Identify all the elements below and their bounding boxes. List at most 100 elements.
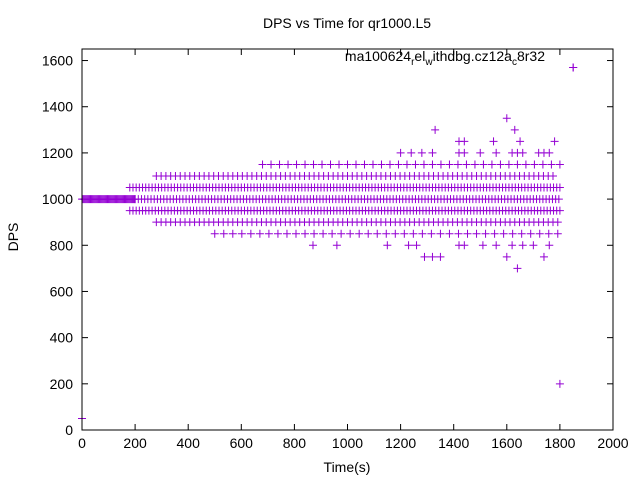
data-point [555,160,564,169]
data-point [309,160,318,169]
data-point [436,252,445,261]
data-point [521,160,530,169]
data-point [404,241,413,250]
data-point [335,160,344,169]
data-point [499,229,508,238]
data-point [538,160,547,169]
data-point [267,160,276,169]
data-point [301,229,310,238]
y-tick-label: 1400 [42,99,73,115]
data-point [310,229,319,238]
data-point [544,229,553,238]
data-point [210,229,219,238]
data-point [255,229,264,238]
data-point [328,229,337,238]
data-point [476,148,485,157]
data-point [409,229,418,238]
data-points [78,63,578,423]
x-tick-label: 800 [283,435,307,451]
x-tick-label: 400 [177,435,201,451]
y-tick-label: 400 [50,330,74,346]
data-point [445,160,454,169]
x-axis-label: Time(s) [324,459,371,475]
data-point [228,229,237,238]
data-point [530,160,539,169]
data-point [518,148,527,157]
data-point [301,160,310,169]
data-point [428,160,437,169]
data-point [553,229,562,238]
data-point [502,114,511,123]
data-point [308,241,317,250]
data-point [492,148,501,157]
data-point [460,137,469,146]
data-point [490,229,499,238]
data-point [517,229,526,238]
data-point [326,160,335,169]
data-point [516,137,525,146]
data-point [508,229,517,238]
legend: ma100624relwithdbg.cz12ac8r32 [345,48,545,68]
data-point [284,160,293,169]
data-point [407,148,416,157]
data-point [487,160,496,169]
data-point [411,160,420,169]
data-point [545,241,554,250]
data-point [478,241,487,250]
y-tick-label: 200 [50,376,74,392]
data-point [535,229,544,238]
x-tick-label: 2000 [597,435,628,451]
data-point [431,125,440,134]
data-point [382,229,391,238]
data-point [396,148,405,157]
plot-frame [81,48,614,431]
data-point [489,137,498,146]
data-point [383,241,392,250]
y-tick-label: 800 [50,237,74,253]
data-point [539,252,548,261]
data-point [508,241,517,250]
data-point [460,241,469,250]
data-point [385,160,394,169]
x-tick-label: 1600 [491,435,522,451]
data-point [454,229,463,238]
data-point [237,229,246,238]
data-point [420,252,429,261]
data-point [436,160,445,169]
data-point [496,160,505,169]
data-point [332,241,341,250]
data-point [479,160,488,169]
data-point [264,229,273,238]
data-point [502,252,511,261]
data-point [548,172,557,180]
data-point [545,148,554,157]
data-point [419,160,428,169]
legend-marker [569,63,578,72]
y-tick-label: 1600 [42,53,73,69]
data-point [337,229,346,238]
data-point [318,160,327,169]
data-point [472,229,481,238]
data-point [504,160,513,169]
data-point [364,229,373,238]
data-point [427,229,436,238]
data-point [418,229,427,238]
chart-title: DPS vs Time for qr1000.L5 [263,15,431,31]
y-axis-label: DPS [5,223,21,252]
y-tick-label: 0 [65,422,73,438]
data-point [547,160,556,169]
axis-ticks: 0 200 400 600 800 1000 1200 1400 1600 1800 2000 0 20… [42,49,629,451]
data-point [510,125,519,134]
data-point [355,229,364,238]
data-point [391,229,400,238]
x-tick-label: 0 [78,435,86,451]
data-point [400,229,409,238]
data-point [463,229,472,238]
data-point [555,379,564,388]
data-point [319,229,328,238]
data-point [436,229,445,238]
data-point [346,229,355,238]
data-point [360,160,369,169]
data-point [445,229,454,238]
data-point [368,160,377,169]
